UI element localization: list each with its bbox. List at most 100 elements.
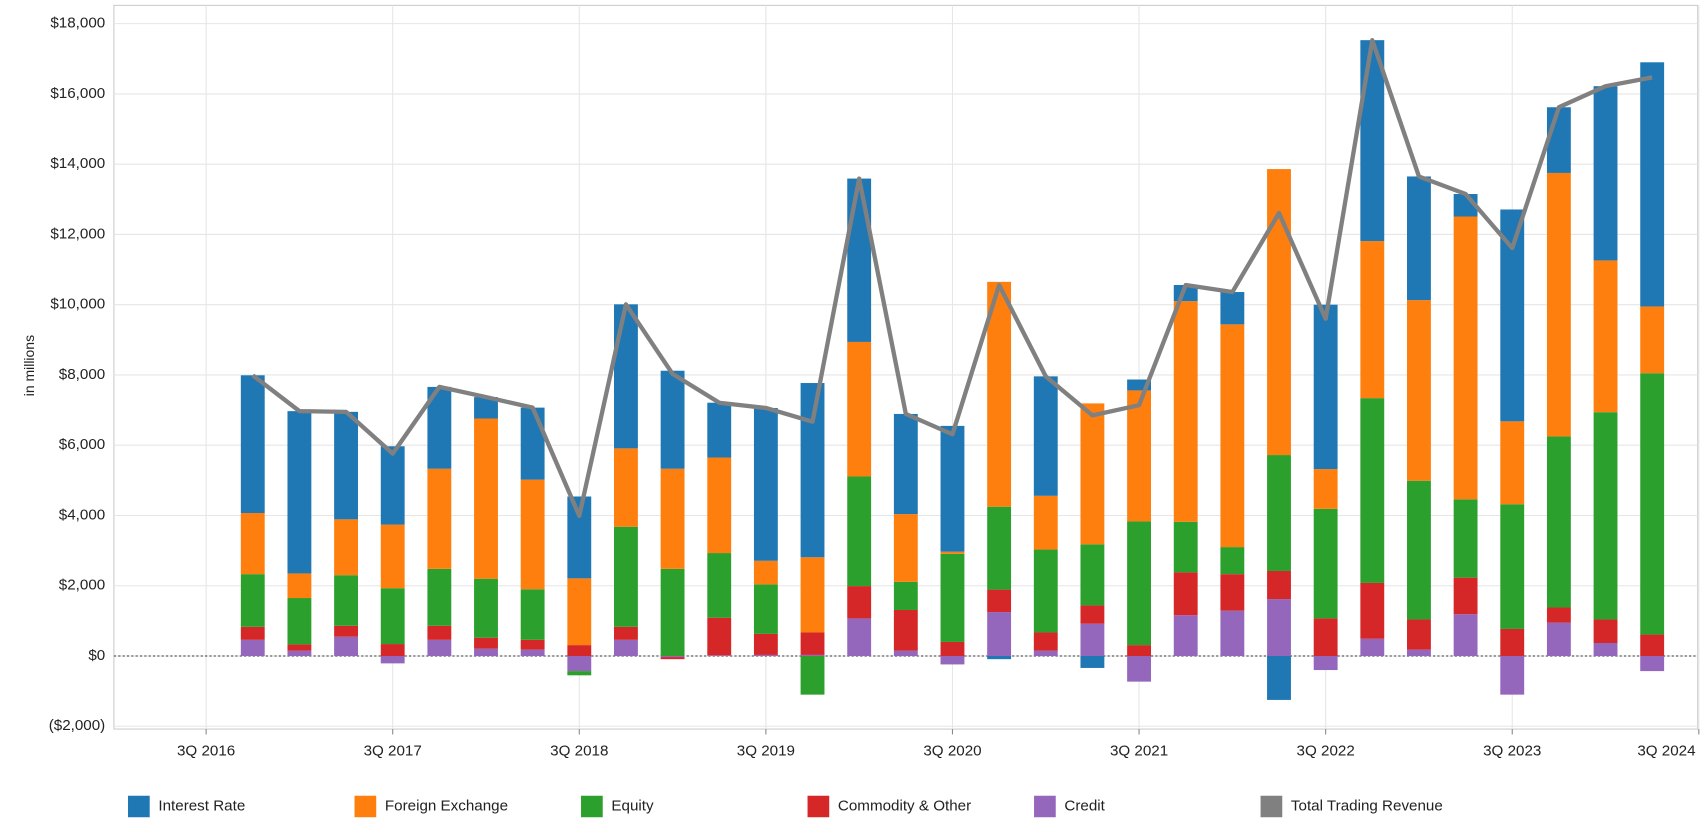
bar-segment xyxy=(287,411,312,574)
bar-segment xyxy=(1407,176,1431,301)
bar-segment xyxy=(1267,570,1291,600)
bar-segment xyxy=(753,584,778,634)
x-tick-label: 3Q 2023 xyxy=(1483,743,1541,760)
bar-segment xyxy=(707,655,732,656)
bar-segment xyxy=(1267,599,1291,656)
bar-segment xyxy=(1313,469,1338,509)
bar-segment xyxy=(800,654,825,656)
bar-segment xyxy=(240,375,265,514)
bar-segment xyxy=(847,586,872,619)
bar-segment xyxy=(1407,649,1431,656)
x-tick-label: 3Q 2017 xyxy=(364,743,422,760)
bar-segment xyxy=(893,650,918,656)
plot-frame xyxy=(113,4,1699,730)
bar-segment xyxy=(753,654,778,656)
bar-segment xyxy=(334,575,358,626)
bar-segment xyxy=(1267,455,1291,571)
y-tick-label: $0 xyxy=(88,647,105,664)
bar-segment xyxy=(614,448,638,527)
bar-segment xyxy=(1593,260,1618,413)
y-tick-label: $2,000 xyxy=(59,577,105,594)
bar-segment xyxy=(1220,574,1245,611)
bar-segment xyxy=(567,496,592,579)
bar-segment xyxy=(474,578,498,638)
bar-segment xyxy=(1593,642,1618,656)
bar-segment xyxy=(1593,619,1618,643)
bar-segment xyxy=(474,648,498,656)
bar-segment xyxy=(987,589,1012,613)
bar-segment xyxy=(1407,619,1431,650)
bar-segment xyxy=(1407,480,1431,620)
y-tick-label: $10,000 xyxy=(50,296,105,313)
bar-segment xyxy=(1080,623,1105,656)
bar-segment xyxy=(940,655,965,665)
bar-segment xyxy=(380,644,405,656)
bar-segment xyxy=(1033,495,1058,550)
bar-segment xyxy=(567,645,592,656)
bar-segment xyxy=(1173,301,1198,522)
bar-segment xyxy=(474,637,498,649)
bar-segment xyxy=(753,407,778,561)
bar-segment xyxy=(1546,607,1571,623)
bar-segment xyxy=(660,468,685,569)
bar-segment xyxy=(240,639,265,656)
bar-segment xyxy=(1593,86,1618,261)
y-tick-label: $14,000 xyxy=(50,155,105,172)
bar-segment xyxy=(1453,216,1478,500)
y-tick-label: $16,000 xyxy=(50,85,105,102)
bar-segment xyxy=(707,553,732,618)
legend-label: Foreign Exchange xyxy=(385,798,508,815)
bar-segment xyxy=(1080,605,1105,624)
bar-segment xyxy=(987,281,1012,507)
legend-label: Commodity & Other xyxy=(838,798,971,815)
bar-segment xyxy=(893,581,918,610)
bar-segment xyxy=(614,304,638,449)
x-tick-label: 3Q 2016 xyxy=(177,743,235,760)
bar-segment xyxy=(1267,169,1291,456)
bar-segment xyxy=(1500,421,1525,505)
bar-segment xyxy=(660,657,685,660)
legend-label: Interest Rate xyxy=(158,798,245,815)
legend-label: Total Trading Revenue xyxy=(1291,798,1443,815)
bar-segment xyxy=(287,573,312,599)
bar-segment xyxy=(1360,241,1385,399)
bar-segment xyxy=(1033,632,1058,651)
bar-segment xyxy=(1360,398,1385,583)
bar-segment xyxy=(334,625,358,637)
bar-segment xyxy=(987,655,1012,660)
bar-segment xyxy=(847,476,872,587)
bar-segment xyxy=(520,407,545,480)
bar-segment xyxy=(987,612,1012,656)
legend-swatch xyxy=(1034,795,1056,818)
y-tick-label: $12,000 xyxy=(50,225,105,242)
bar-segment xyxy=(1127,655,1151,682)
bar-segment xyxy=(1173,615,1198,656)
bar-segment xyxy=(1127,379,1151,391)
bar-segment xyxy=(1360,638,1385,656)
bar-segment xyxy=(1313,508,1338,619)
bar-segment xyxy=(1033,650,1058,656)
bar-segment xyxy=(707,402,732,458)
bar-segment xyxy=(334,519,358,576)
bar-segment xyxy=(800,632,825,655)
x-tick-label: 3Q 2020 xyxy=(923,743,981,760)
bar-segment xyxy=(240,513,265,575)
bar-segment xyxy=(1546,107,1571,173)
bar-segment xyxy=(427,568,452,626)
bar-segment xyxy=(1640,373,1665,635)
bar-segment xyxy=(567,671,592,676)
bar-segment xyxy=(380,655,405,664)
bar-segment xyxy=(240,626,265,640)
bar-segment xyxy=(660,568,685,656)
bar-segment xyxy=(753,560,778,585)
bar-segment xyxy=(1267,655,1291,700)
bar-segment xyxy=(567,578,592,646)
bar-segment xyxy=(1220,547,1245,575)
bar-segment xyxy=(1220,610,1245,656)
legend-swatch xyxy=(1260,795,1283,818)
bar-segment xyxy=(1313,304,1338,470)
bar-segment xyxy=(893,514,918,582)
bar-segment xyxy=(1640,655,1665,672)
bar-segment xyxy=(660,370,685,469)
bar-segment xyxy=(427,625,452,640)
